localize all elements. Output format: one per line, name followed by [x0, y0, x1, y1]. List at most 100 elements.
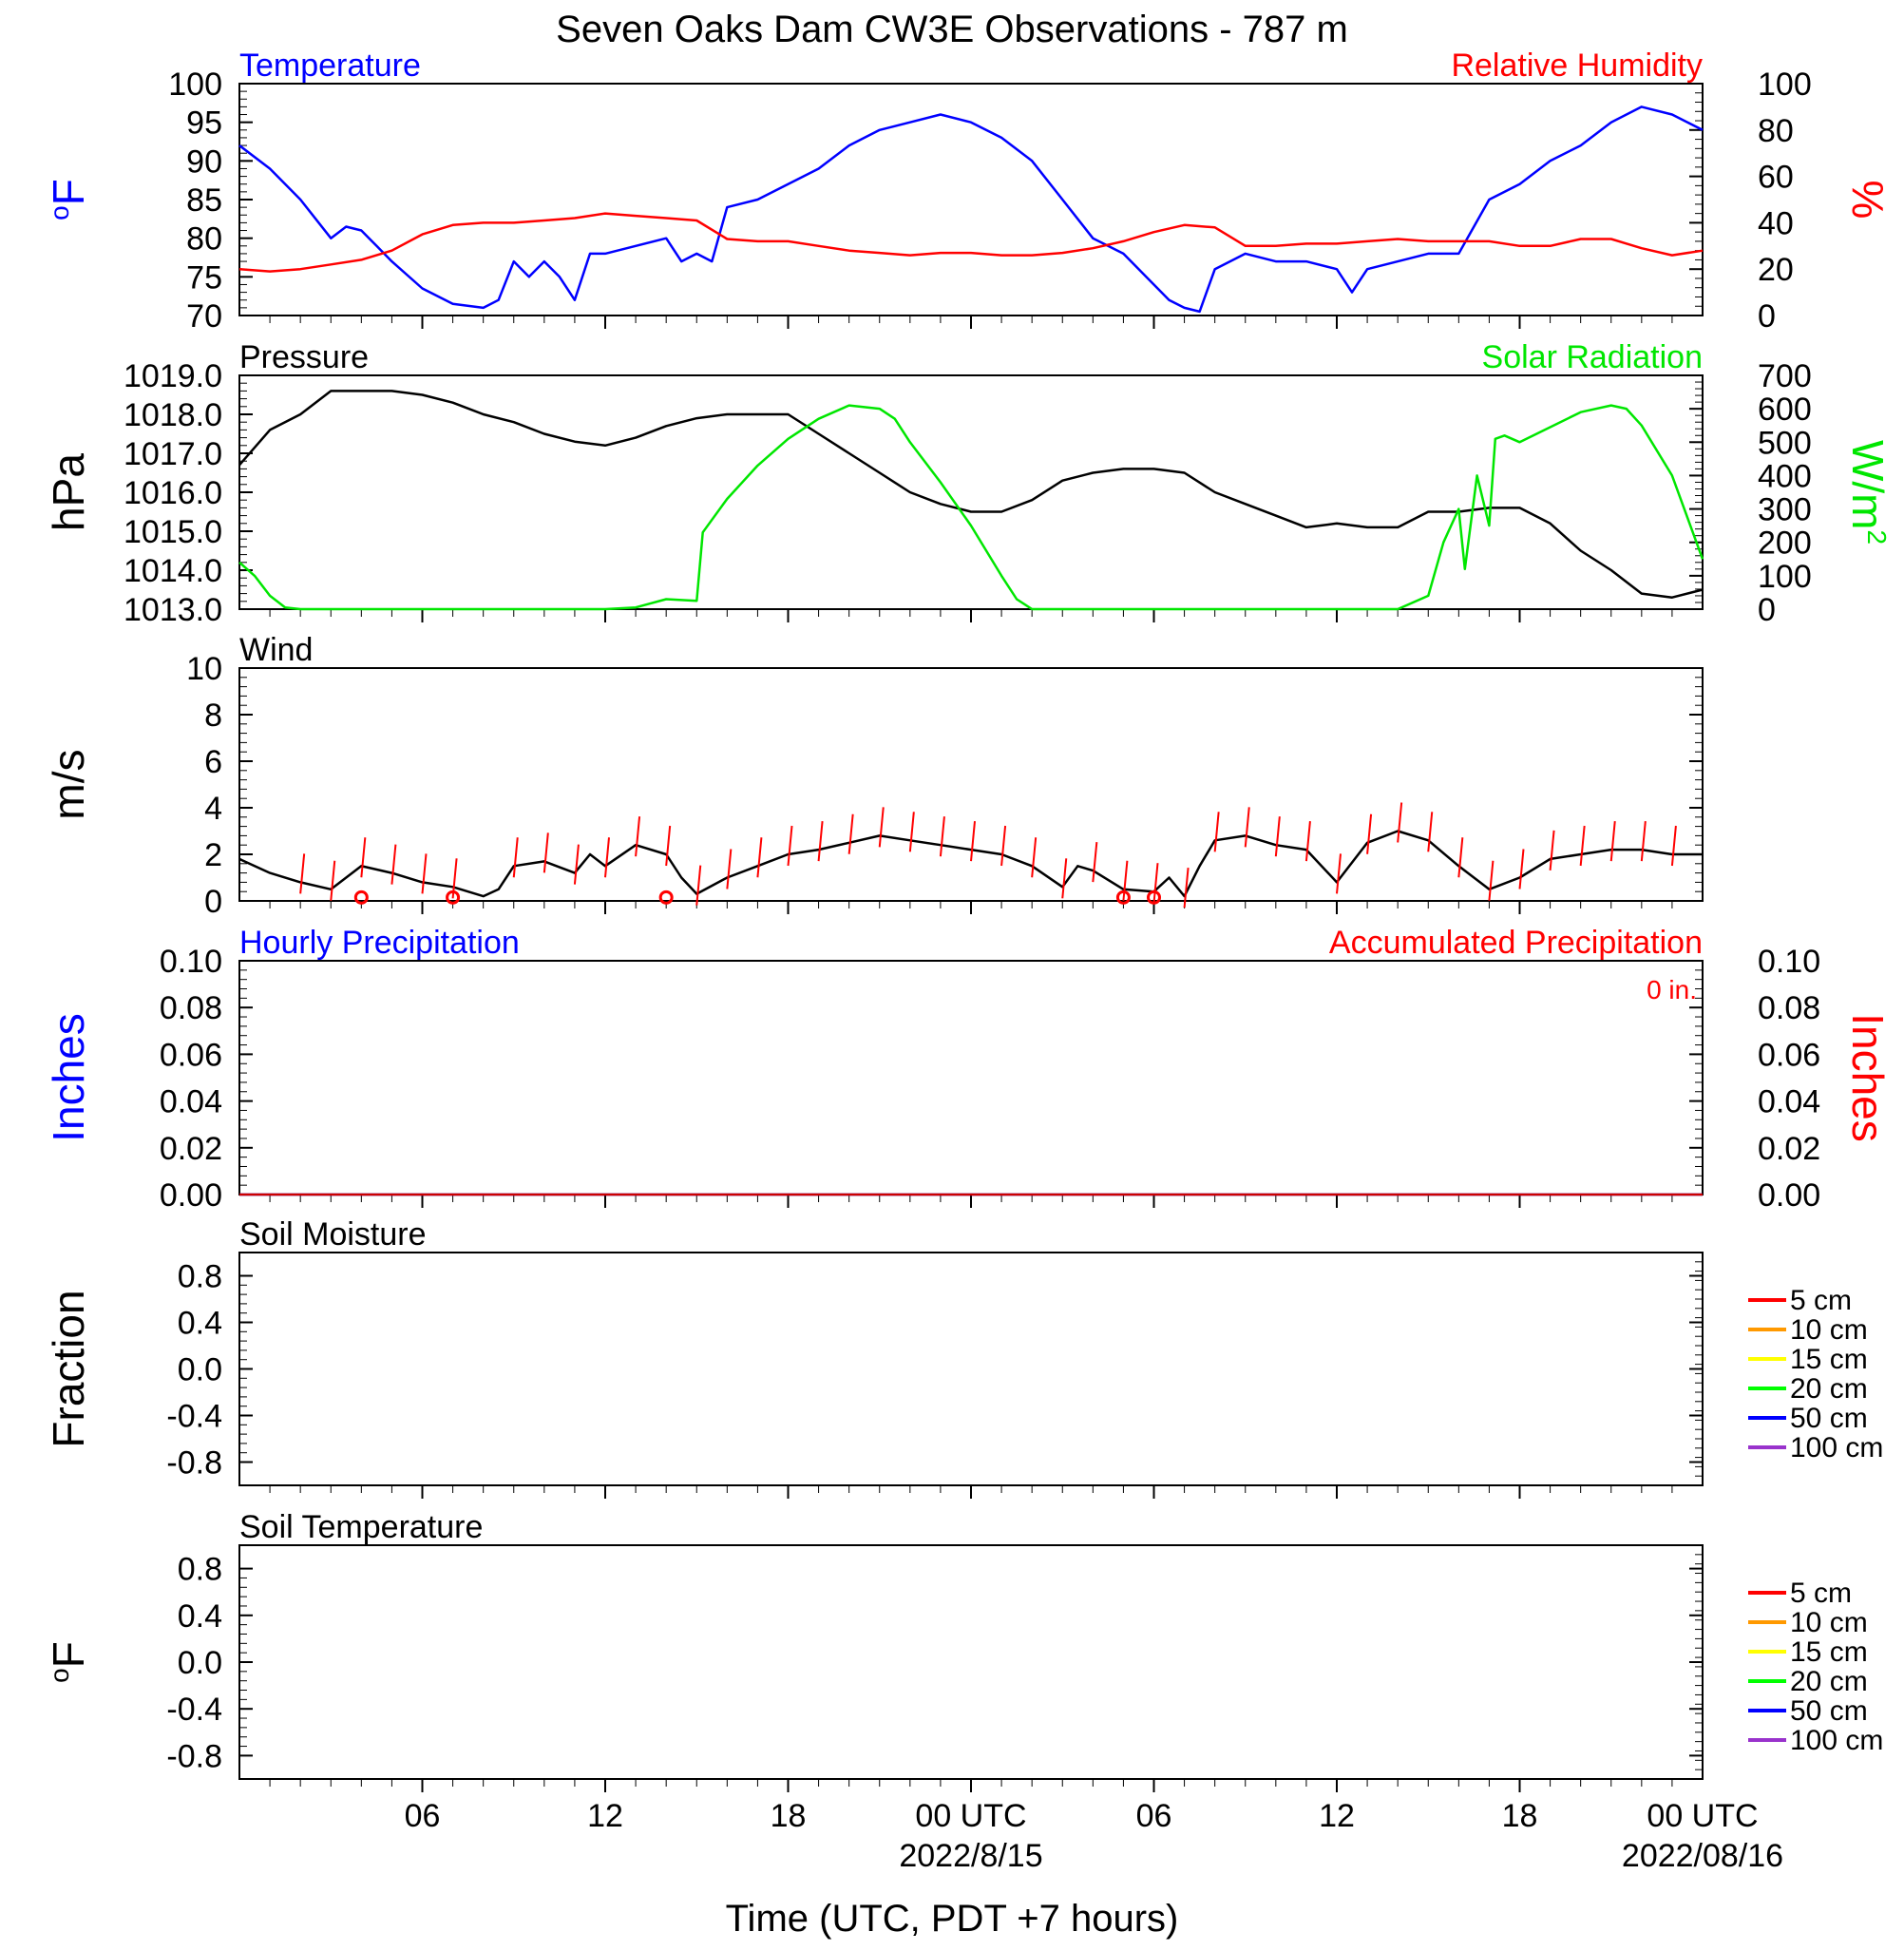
wind-barb	[817, 821, 824, 862]
wind-barb	[939, 816, 945, 857]
panel-left-title: Wind	[239, 632, 313, 668]
wind-barb	[1609, 821, 1616, 862]
x-tick-label: 00 UTC	[915, 1798, 1026, 1834]
y-axis-label: Inches	[44, 1013, 93, 1142]
y-tick-label: 0.4	[178, 1306, 222, 1342]
wind-barb	[1304, 821, 1311, 862]
wind-barb	[1518, 849, 1525, 889]
y-tick-label: 0.0	[178, 1352, 222, 1388]
y-tick-label: 1018.0	[124, 397, 222, 433]
y-tick-label: -0.8	[166, 1445, 222, 1482]
y-tick-label: 0.8	[178, 1259, 222, 1295]
x-tick-label: 12	[1319, 1798, 1355, 1834]
wind-barb	[1488, 860, 1495, 901]
wind-barb	[756, 837, 763, 878]
y-tick-label: -0.4	[166, 1399, 222, 1435]
y-axis-label: oF	[44, 179, 93, 220]
y-axis-label: m/s	[44, 749, 93, 819]
panel-4: Hourly Precipitation Accumulated Precipit…	[44, 925, 1893, 1214]
y2-tick-label: 0	[1758, 298, 1776, 335]
y-tick-label: 0.10	[160, 944, 222, 980]
y2-axis-label: Inches	[1843, 1013, 1893, 1142]
panel-right-title: Relative Humidity	[1451, 48, 1703, 84]
calm-wind-marker	[446, 889, 461, 905]
y2-axis-label: %	[1843, 181, 1893, 220]
y-tick-label: 75	[186, 259, 222, 296]
legend-label: 5 cm	[1790, 1285, 1852, 1316]
wind-barb	[360, 837, 367, 878]
panel-right-title: Accumulated Precipitation	[1329, 925, 1703, 961]
panel-left-title: Pressure	[239, 339, 369, 375]
legend-label: 100 cm	[1790, 1432, 1883, 1463]
panel-frame	[238, 960, 1704, 1195]
y-axis-label: Fraction	[44, 1290, 93, 1447]
panel-frame	[238, 1252, 1704, 1486]
y-tick-label: 0.00	[160, 1177, 222, 1214]
y2-tick-label: 80	[1758, 113, 1794, 149]
legend-label: 10 cm	[1790, 1607, 1868, 1638]
panel-frame	[238, 667, 1704, 902]
series-line-solar-radiation	[238, 404, 1704, 611]
x-tick-label: 12	[587, 1798, 623, 1834]
wind-barb	[573, 844, 580, 885]
wind-barb	[787, 825, 793, 867]
x-date-label: 2022/08/16	[1622, 1838, 1783, 1874]
chart-title: Seven Oaks Dam CW3E Observations - 787 m	[556, 9, 1348, 50]
y2-tick-label: 0.04	[1758, 1084, 1820, 1120]
wind-barb	[512, 837, 519, 878]
y-tick-label: 0.0	[178, 1645, 222, 1681]
y-tick-label: 6	[204, 744, 222, 780]
legend-label: 20 cm	[1790, 1666, 1868, 1697]
wind-barb	[1152, 863, 1159, 904]
panel-left-title: Hourly Precipitation	[239, 925, 520, 961]
y-tick-label: 90	[186, 143, 222, 180]
y-tick-label: 8	[204, 698, 222, 734]
y-tick-label: 70	[186, 298, 222, 335]
y-tick-label: 0.06	[160, 1037, 222, 1073]
y2-tick-label: 0	[1758, 592, 1776, 628]
x-date-label: 2022/8/15	[899, 1838, 1042, 1874]
wind-barb	[665, 825, 672, 867]
x-tick-label: 18	[771, 1798, 807, 1834]
legend-label: 100 cm	[1790, 1725, 1883, 1756]
y2-tick-label: 0.08	[1758, 990, 1820, 1026]
y-tick-label: 1016.0	[124, 475, 222, 511]
wind-barb	[1213, 812, 1220, 852]
y-tick-label: 85	[186, 182, 222, 219]
y-tick-label: 0	[204, 884, 222, 920]
wind-barb	[695, 865, 702, 906]
y-tick-label: 0.8	[178, 1552, 222, 1588]
wind-barb	[847, 813, 854, 854]
x-tick-label: 00 UTC	[1647, 1798, 1758, 1834]
y-tick-label: 0.04	[160, 1084, 222, 1120]
series-line-wind	[238, 830, 1703, 898]
y-axis-label: oF	[44, 1641, 93, 1683]
wind-barb	[330, 860, 336, 901]
y-tick-label: 2	[204, 837, 222, 873]
wind-barb	[1427, 812, 1434, 852]
y-tick-label: 1014.0	[124, 553, 222, 589]
wind-barb	[1549, 830, 1555, 870]
wind-barb	[1397, 802, 1403, 843]
y2-tick-label: 300	[1758, 492, 1812, 528]
y2-axis-label: W/m2	[1843, 440, 1893, 545]
panels: Temperature Relative Humidity100959085807…	[44, 48, 1893, 1792]
x-axis-label: Time (UTC, PDT +7 hours)	[726, 1898, 1179, 1940]
y2-tick-label: 20	[1758, 252, 1794, 288]
wind-barb	[421, 853, 428, 894]
wind-barb	[299, 853, 306, 894]
y2-tick-label: 0.02	[1758, 1131, 1820, 1167]
y2-tick-label: 500	[1758, 425, 1812, 461]
wind-barb	[604, 837, 610, 878]
y-axis-label: hPa	[44, 453, 93, 531]
x-tick-label: 06	[405, 1798, 441, 1834]
y2-tick-label: 200	[1758, 526, 1812, 562]
y-tick-label: 1019.0	[124, 358, 222, 394]
wind-barb	[1670, 825, 1677, 867]
calm-wind-marker	[353, 889, 369, 905]
y2-tick-label: 400	[1758, 458, 1812, 494]
panel-5: Soil Moisture 0.8 0.4 0.0 -0.4 -0.8 Fraction 5 …	[44, 1216, 1883, 1499]
